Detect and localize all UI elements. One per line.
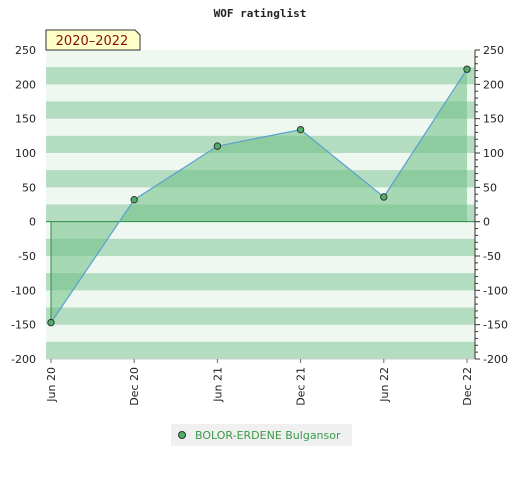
grid-band	[46, 67, 475, 85]
grid-band	[46, 50, 475, 68]
y-tick-label-right: -150	[483, 319, 508, 332]
y-tick-label-left: -200	[11, 353, 36, 366]
y-tick-label-right: -100	[483, 284, 508, 297]
x-tick-label: Jun 22	[378, 367, 391, 403]
y-tick-label-left: 100	[15, 147, 36, 160]
grid-band	[46, 273, 475, 291]
y-tick-label-left: 50	[22, 181, 36, 194]
grid-band	[46, 118, 475, 137]
grid-band	[46, 238, 475, 257]
data-point	[47, 318, 55, 327]
legend: BOLOR-ERDENE Bulgansor	[171, 424, 352, 446]
y-tick-label-left: 250	[15, 44, 36, 57]
y-tick-label-right: 100	[483, 147, 504, 160]
y-tick-label-right: 200	[483, 78, 504, 91]
grid-band	[46, 256, 475, 274]
grid-band	[46, 307, 475, 326]
y-tick-label-left: -50	[18, 250, 36, 263]
x-tick-label: Dec 20	[128, 367, 141, 406]
date-range-label: 2020–2022	[56, 34, 129, 49]
grid-band	[46, 101, 475, 120]
y-tick-label-left: -100	[11, 284, 36, 297]
series-area	[51, 69, 467, 323]
area-layer	[51, 69, 467, 323]
y-tick-label-right: 50	[483, 181, 497, 194]
grid-band	[46, 290, 475, 308]
y-tick-label-left: -150	[11, 319, 36, 332]
x-tick-label: Dec 22	[461, 367, 474, 406]
y-tick-label-right: 250	[483, 44, 504, 57]
data-point	[213, 142, 222, 150]
data-point	[130, 195, 138, 204]
data-point	[296, 125, 305, 134]
grid-band	[46, 221, 475, 240]
grid-band	[46, 341, 475, 360]
y-tick-label-left: 150	[15, 113, 36, 126]
x-tick-label: Dec 21	[295, 367, 308, 406]
y-tick-label-right: 150	[483, 113, 504, 126]
y-tick-label-left: 200	[15, 78, 36, 91]
data-point	[380, 193, 388, 201]
y-tick-label-left: 0	[29, 216, 36, 229]
y-tick-label-right: 0	[483, 216, 490, 229]
series-line	[50, 68, 468, 323]
x-tick-label: Jun 21	[211, 367, 224, 403]
legend-series-name: BOLOR-ERDENE Bulgansor	[195, 429, 341, 442]
series-marks	[47, 65, 471, 327]
chart-title: WOF ratinglist	[214, 7, 307, 20]
data-point	[463, 65, 471, 73]
grid-band	[46, 324, 475, 343]
date-range-badge: 2020–2022	[45, 29, 141, 51]
y-tick-label-right: -200	[483, 353, 508, 366]
legend-marker	[178, 431, 186, 439]
grid-band	[46, 84, 475, 102]
y-tick-label-right: -50	[483, 250, 501, 263]
axes: -200 -200 -150 -150 -100 -100 -50 -50 0 0 50 50 100 1…	[11, 44, 508, 406]
x-tick-label: Jun 20	[45, 367, 58, 403]
